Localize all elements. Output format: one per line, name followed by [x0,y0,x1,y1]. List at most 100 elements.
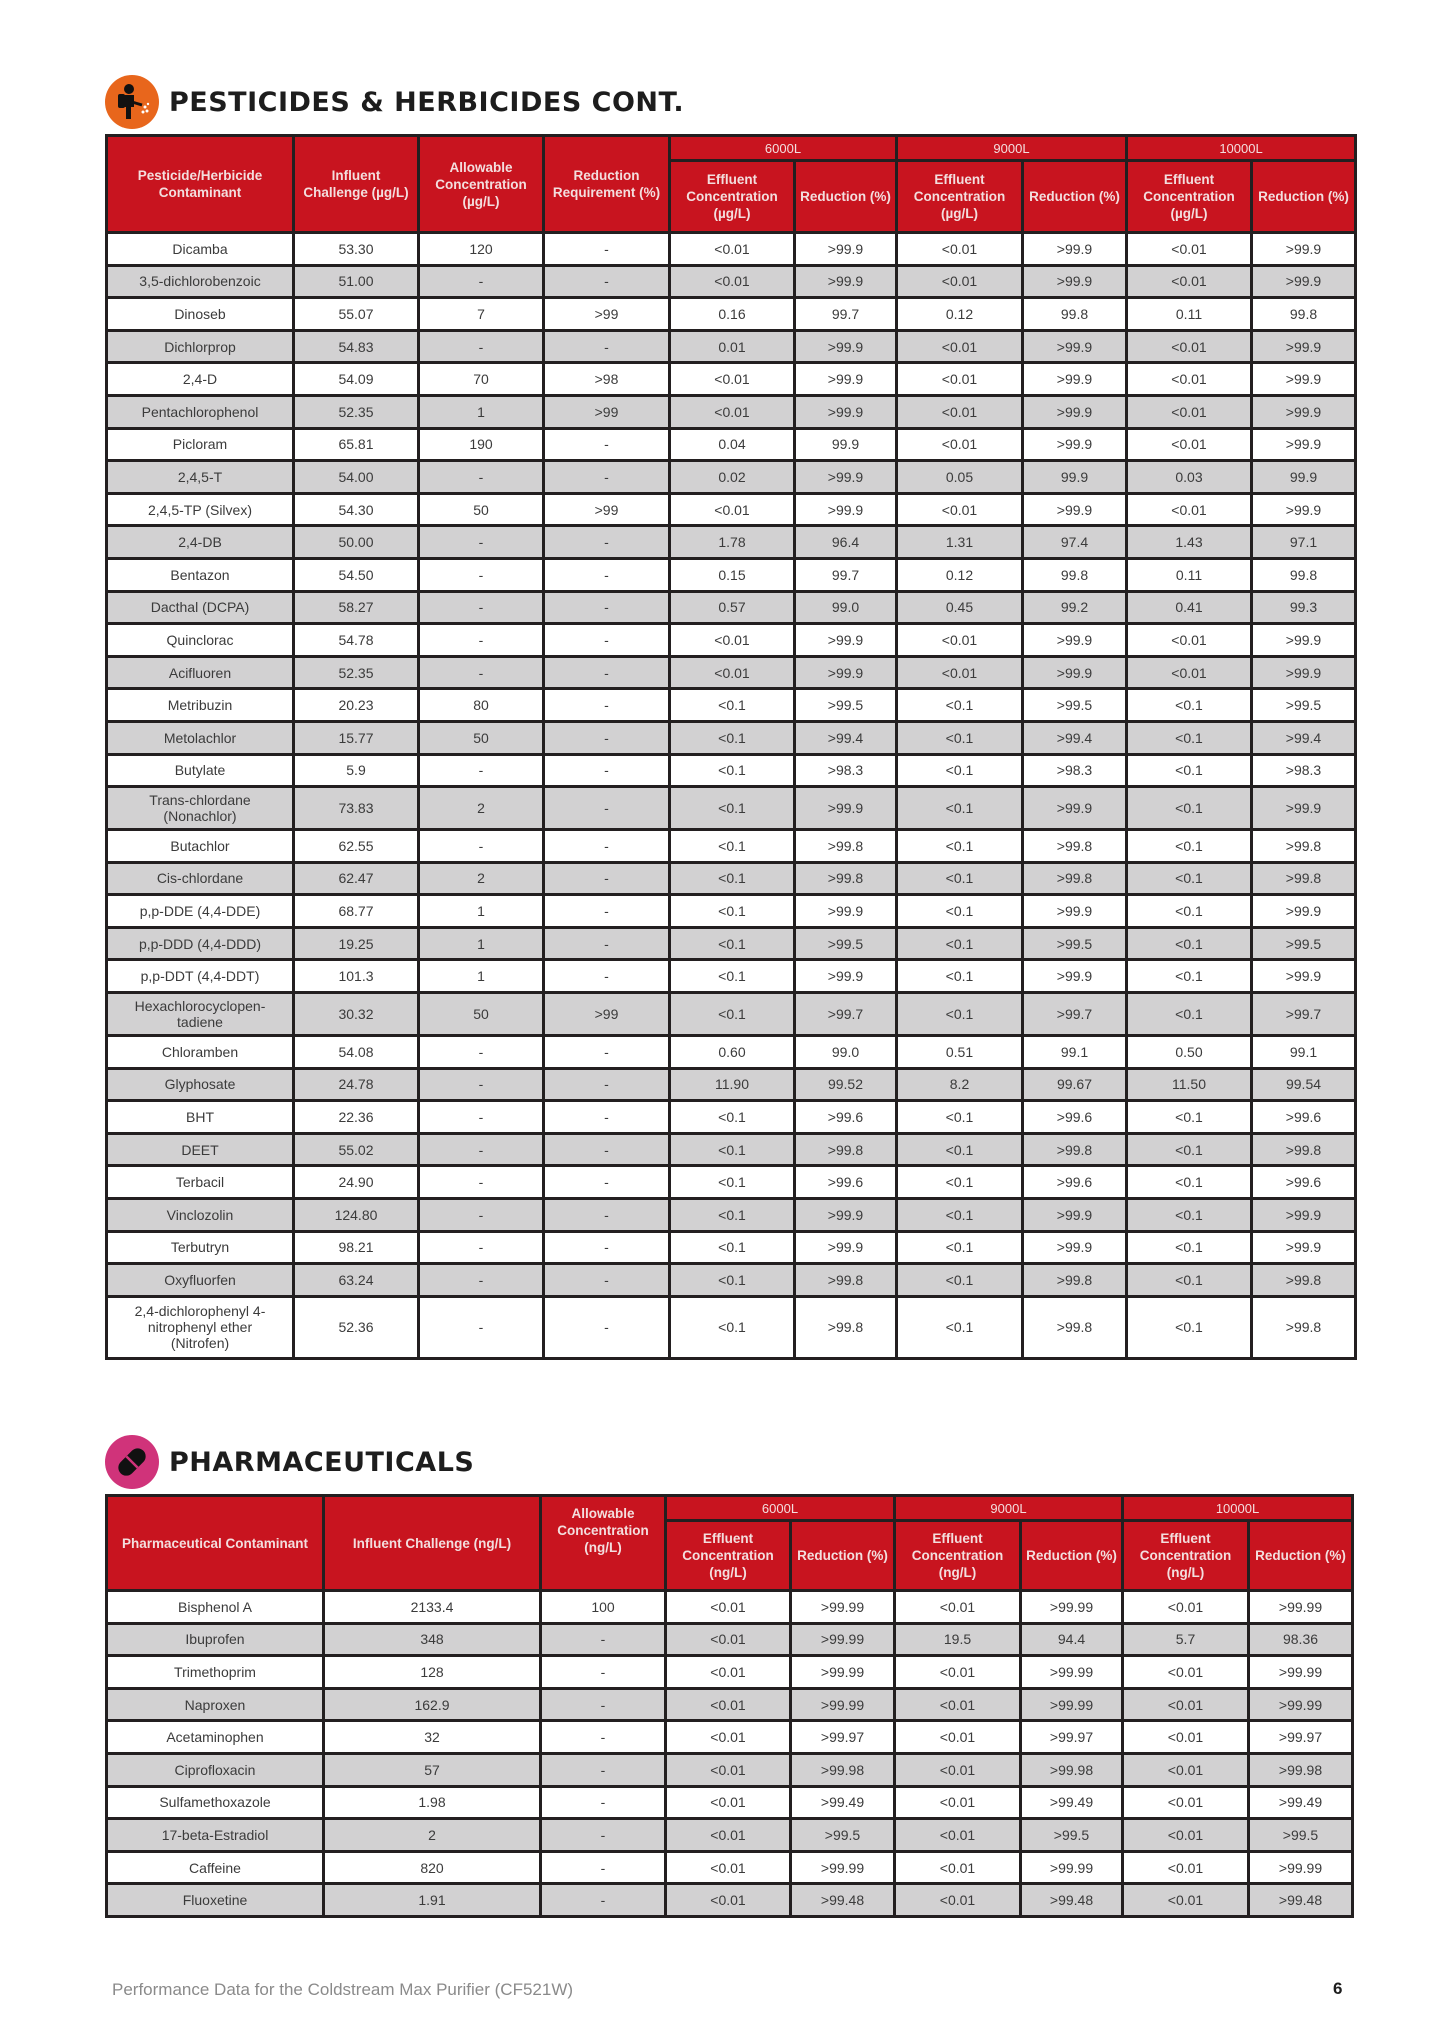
value-cell: <0.01 [664,1686,792,1723]
contaminant-cell: Acetaminophen [105,1719,325,1755]
value-cell: >99.9 [1021,893,1128,929]
value-cell: 73.83 [292,785,420,832]
value-cell: 820 [322,1849,542,1886]
pharmaceuticals-table: Pharmaceutical Contaminant Influent Chal… [105,1494,1355,1918]
value-cell: - [417,328,545,365]
value-cell: >99.99 [1246,1686,1355,1723]
header-effluent: Effluent Concentration (µg/L) [668,159,796,234]
value-cell: - [542,524,671,560]
table-row: 17-beta-Estradiol 2- <0.01 >99.5 <0.01 >99.5 <… [105,1817,1355,1853]
value-cell: 0.60 [668,1034,796,1070]
value-cell: <0.1 [668,860,796,897]
contaminant-cell: Pentachlorophenol [105,393,295,430]
value-cell: >99.97 [789,1719,896,1755]
value-cell: 98.36 [1246,1621,1355,1658]
value-cell: <0.1 [1125,752,1253,789]
value-cell: >99.5 [793,687,898,723]
contaminant-cell: Dacthal (DCPA) [105,589,295,626]
value-cell: >99.9 [1021,491,1128,528]
header-reduction: Reduction (%) [1019,1519,1124,1592]
value-cell: 50 [417,991,545,1038]
value-cell: - [542,687,671,723]
value-cell: <0.1 [1125,1099,1253,1135]
value-cell: >99.49 [789,1784,896,1821]
value-cell: 62.55 [292,828,420,864]
table-row: Butachlor 62.55- - <0.1 >99.8 <0.1 >99.8 <0.1 >9… [105,828,1358,864]
value-cell: >99.4 [1249,719,1358,756]
value-cell: <0.1 [1125,1229,1253,1266]
table-row: Metribuzin 20.23 80- <0.1 >99.5 <0.1 >99.5 <0.1… [105,687,1358,723]
value-cell: >99.99 [1019,1686,1124,1723]
value-cell: 0.11 [1125,556,1253,593]
value-cell: 0.01 [668,328,796,365]
value-cell: 0.45 [895,589,1024,626]
value-cell: >99.9 [1249,654,1358,691]
table-row: Dicamba 53.30 120- <0.01 >99.9 <0.01 >99.9 <0.0… [105,231,1358,267]
contaminant-cell: BHT [105,1099,295,1135]
contaminant-cell: Bisphenol A [105,1589,325,1625]
value-cell: 99.7 [793,556,898,593]
table-row: p,p-DDD (4,4-DDD) 19.25 1- <0.1 >99.5 <0.1 >99… [105,925,1358,962]
value-cell: >99.7 [793,991,898,1038]
value-cell: - [542,1099,671,1135]
value-cell: <0.1 [1125,991,1253,1038]
value-cell: >99.99 [789,1654,896,1690]
value-cell: 348 [322,1621,542,1658]
value-cell: <0.1 [668,925,796,962]
value-cell: - [539,1849,667,1886]
value-cell: - [417,622,545,658]
contaminant-cell: Metolachlor [105,719,295,756]
header-group-6000l: 6000L [664,1494,896,1522]
value-cell: >99.97 [1246,1719,1355,1755]
value-cell: - [417,1066,545,1103]
value-cell: >99.99 [789,1589,896,1625]
value-cell: 19.5 [893,1621,1022,1658]
value-cell: - [542,1131,671,1168]
value-cell: <0.01 [895,426,1024,463]
header-group-9000l: 9000L [893,1494,1124,1522]
value-cell: >99.9 [1249,893,1358,929]
contaminant-cell: Picloram [105,426,295,463]
value-cell: >98 [542,361,671,397]
value-cell: >99.9 [1021,654,1128,691]
value-cell: - [542,1229,671,1266]
value-cell: 1 [417,893,545,929]
value-cell: >99.48 [789,1882,896,1918]
value-cell: >99.9 [1021,263,1128,300]
table-row: Chloramben 54.08- -0.60 99.0 0.51 99.1 0.50 99.… [105,1034,1358,1070]
header-contaminant: Pesticide/Herbicide Contaminant [105,134,295,234]
value-cell: <0.01 [668,263,796,300]
value-cell: - [542,328,671,365]
table-row: Terbutryn 98.21- - <0.1 >99.9 <0.1 >99.9 <0.1 >9… [105,1229,1358,1266]
value-cell: - [417,589,545,626]
value-cell: <0.01 [893,1686,1022,1723]
value-cell: 1.78 [668,524,796,560]
table-row: DEET 55.02- - <0.1 >99.8 <0.1 >99.8 <0.1 >99.8 [105,1131,1358,1168]
contaminant-cell: Ciprofloxacin [105,1751,325,1788]
value-cell: >99.9 [1021,958,1128,995]
value-cell: <0.1 [1125,860,1253,897]
value-cell: 99.2 [1021,589,1128,626]
value-cell: - [417,654,545,691]
value-cell: >99.5 [1019,1817,1124,1853]
footer-text: Performance Data for the Coldstream Max … [112,1980,574,1999]
value-cell: 96.4 [793,524,898,560]
value-cell: - [542,1197,671,1233]
contaminant-cell: 2,4,5-T [105,459,295,495]
table-row: Hexachlorocyclopen-tadiene 30.32 50 >99 <0.1… [105,991,1358,1038]
value-cell: 30.32 [292,991,420,1038]
value-cell: - [417,1164,545,1201]
value-cell: <0.01 [664,1589,792,1625]
value-cell: 53.30 [292,231,420,267]
contaminant-cell: Butachlor [105,828,295,864]
value-cell: >99.5 [1021,925,1128,962]
value-cell: <0.1 [668,1294,796,1360]
value-cell: <0.01 [1125,328,1253,365]
value-cell: - [542,1262,671,1298]
value-cell: 24.90 [292,1164,420,1201]
value-cell: <0.1 [895,1229,1024,1266]
value-cell: >99 [542,296,671,332]
value-cell: <0.1 [895,860,1024,897]
value-cell: 65.81 [292,426,420,463]
value-cell: <0.01 [895,328,1024,365]
